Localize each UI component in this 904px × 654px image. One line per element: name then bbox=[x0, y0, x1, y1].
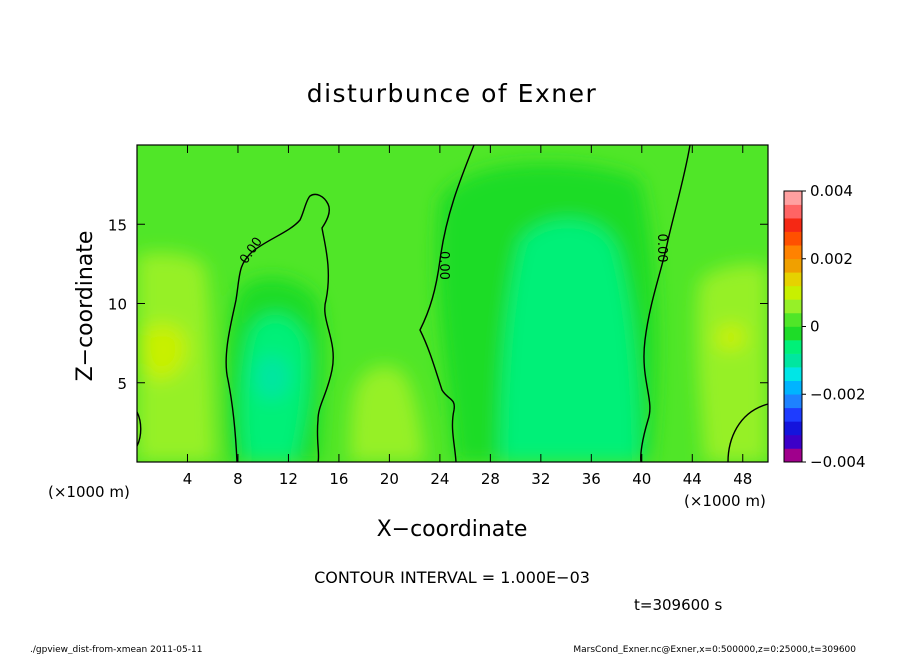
colorbar-band bbox=[784, 312, 802, 327]
contour-label: 0.00 bbox=[654, 234, 669, 263]
y-axis-ticks: 5 10 15 bbox=[108, 216, 768, 393]
footer-left: ./gpview_dist-from-xmean 2011-05-11 bbox=[30, 645, 202, 654]
contour-interval-text: CONTOUR INTERVAL = 1.000E−03 bbox=[314, 568, 590, 587]
x-tick-label: 28 bbox=[481, 470, 500, 488]
colorbar bbox=[784, 191, 802, 463]
colorbar-band bbox=[784, 191, 802, 205]
field-region-negative-center-core bbox=[500, 219, 640, 462]
colorbar-band bbox=[784, 326, 802, 341]
colorbar-band bbox=[784, 394, 802, 409]
field-region-negative-left-min bbox=[254, 355, 291, 401]
x-tick-label: 32 bbox=[531, 470, 550, 488]
field-region-positive-right-core bbox=[716, 323, 747, 351]
x-tick-label: 20 bbox=[380, 470, 399, 488]
contour-line-bottom-right bbox=[727, 403, 768, 462]
y-tick-label: 10 bbox=[108, 296, 127, 314]
colorbar-band bbox=[784, 272, 802, 287]
field-region-positive-right bbox=[696, 264, 768, 462]
y-axis-label: Z−coordinate bbox=[73, 231, 98, 382]
colorbar-band bbox=[784, 448, 802, 463]
field-region-positive-center bbox=[350, 366, 425, 462]
zero-contours bbox=[137, 145, 768, 462]
x-tick-label: 44 bbox=[683, 470, 702, 488]
colorbar-band bbox=[784, 231, 802, 246]
colorbar-band bbox=[784, 258, 802, 273]
colorbar-band bbox=[784, 340, 802, 354]
colorbar-frame bbox=[783, 190, 803, 463]
colorbar-tick-label: 0.004 bbox=[810, 182, 853, 200]
x-axis-label: X−coordinate bbox=[377, 517, 528, 542]
colorbar-tick-label: −0.002 bbox=[810, 385, 866, 403]
contour-line-right bbox=[640, 145, 691, 462]
colorbar-band bbox=[784, 218, 802, 232]
footer-right: MarsCond_Exner.nc@Exner,x=0:500000,z=0:2… bbox=[573, 645, 856, 654]
time-text: t=309600 s bbox=[634, 596, 722, 614]
contour-line-center bbox=[419, 145, 475, 462]
colorbar-band bbox=[784, 285, 802, 300]
colorbar-tick-label: 0.002 bbox=[810, 250, 853, 268]
colorbar-band bbox=[784, 407, 802, 422]
x-tick-label: 8 bbox=[233, 470, 243, 488]
colorbar-band bbox=[784, 353, 802, 368]
colorbar-band bbox=[784, 245, 802, 260]
y-tick-label: 5 bbox=[117, 375, 127, 393]
chart-title: disturbunce of Exner bbox=[307, 79, 598, 108]
x-tick-label: 48 bbox=[733, 470, 752, 488]
y-tick-label: 15 bbox=[108, 216, 127, 234]
contour-line-left bbox=[225, 193, 334, 462]
x-tick-label: 4 bbox=[183, 470, 193, 488]
colorbar-band bbox=[784, 367, 802, 381]
colorbar-tick-label: −0.004 bbox=[810, 453, 866, 471]
colorbar-band bbox=[784, 380, 802, 395]
x-axis-ticks: 4 8 12 16 20 24 28 32 36 40 44 48 bbox=[183, 145, 752, 488]
x-unit-right: (×1000 m) bbox=[684, 492, 766, 510]
plot-area: 0.00 0.000.00 bbox=[137, 145, 768, 462]
x-tick-label: 16 bbox=[329, 470, 348, 488]
colorbar-band bbox=[784, 299, 802, 314]
colorbar-band bbox=[784, 434, 802, 449]
x-tick-label: 12 bbox=[279, 470, 298, 488]
x-unit-left: (×1000 m) bbox=[48, 483, 130, 501]
contour-labels: 0.00 0.000.00 bbox=[237, 234, 669, 280]
contour-label: 0.00 bbox=[436, 251, 451, 280]
colorbar-tick-label: 0 bbox=[810, 318, 820, 336]
x-tick-label: 40 bbox=[632, 470, 651, 488]
x-tick-label: 24 bbox=[430, 470, 449, 488]
colorbar-band bbox=[784, 421, 802, 436]
colorbar-band bbox=[784, 204, 802, 219]
contour-line-bottom-left bbox=[137, 411, 142, 447]
colorbar-ticks: 0.004 0.002 0 −0.002 −0.004 bbox=[802, 182, 866, 471]
field-region-positive-left-core bbox=[141, 324, 187, 381]
x-tick-label: 36 bbox=[582, 470, 601, 488]
